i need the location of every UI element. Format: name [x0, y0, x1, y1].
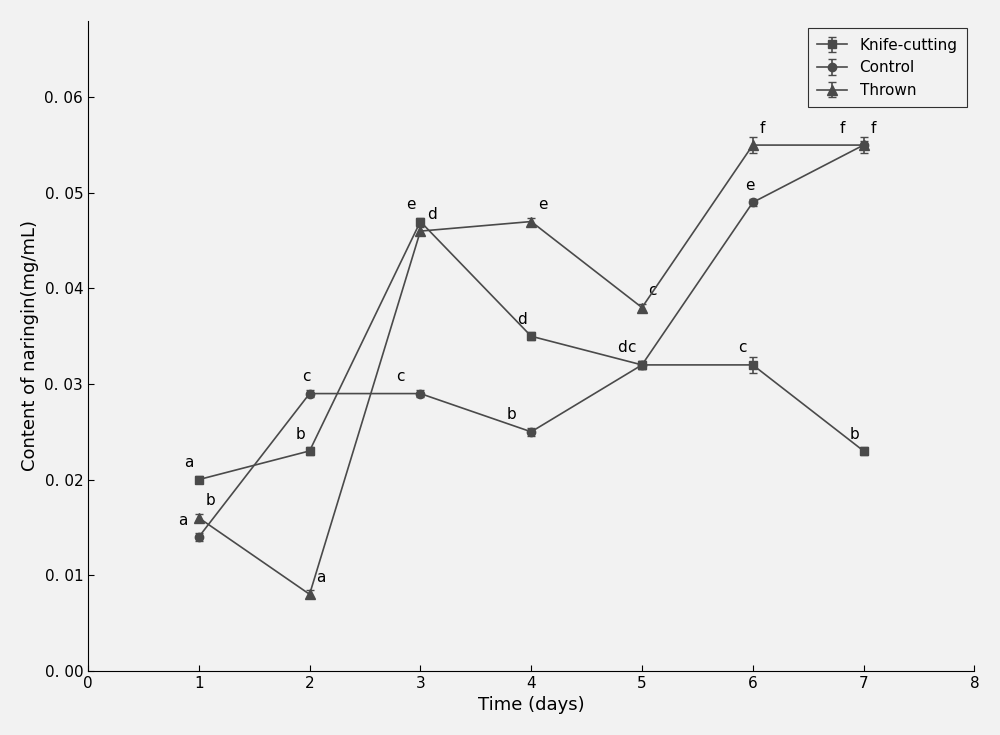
Y-axis label: Content of naringin(mg/mL): Content of naringin(mg/mL): [21, 220, 39, 471]
Text: f: f: [839, 121, 845, 136]
Text: b: b: [295, 426, 305, 442]
Text: d: d: [427, 207, 437, 222]
Text: b: b: [849, 426, 859, 442]
Text: c: c: [628, 340, 636, 356]
Text: b: b: [205, 493, 215, 509]
Text: d: d: [517, 312, 527, 327]
Text: f: f: [759, 121, 765, 136]
Text: e: e: [406, 197, 415, 212]
Text: f: f: [870, 121, 876, 136]
Text: e: e: [745, 178, 755, 193]
Text: c: c: [302, 369, 310, 384]
Text: e: e: [538, 197, 547, 212]
Text: a: a: [316, 570, 326, 585]
Text: a: a: [184, 455, 194, 470]
Text: c: c: [396, 369, 405, 384]
Text: c: c: [738, 340, 747, 356]
Legend: Knife-cutting, Control, Thrown: Knife-cutting, Control, Thrown: [808, 29, 967, 107]
X-axis label: Time (days): Time (days): [478, 696, 584, 714]
Text: b: b: [507, 407, 517, 423]
Text: a: a: [178, 512, 187, 528]
Text: c: c: [649, 283, 657, 298]
Text: d: d: [618, 340, 627, 356]
